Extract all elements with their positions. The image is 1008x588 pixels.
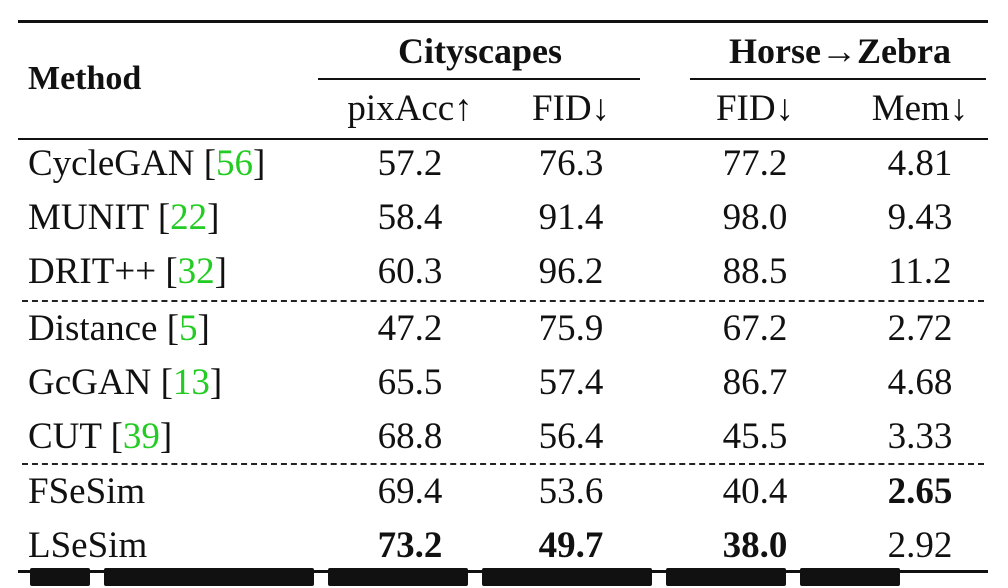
table-cell: 11.2 (888, 251, 952, 292)
table-cell: 40.4 (722, 471, 788, 512)
table-cell: 57.4 (538, 362, 604, 403)
table-cell: 68.8 (377, 416, 443, 457)
table-top-rule (18, 20, 988, 23)
table-cell: 38.0 (722, 525, 788, 566)
method-label: LSeSim (28, 525, 148, 566)
method-label: GcGAN (28, 362, 161, 403)
row-method-name: FSeSim (28, 471, 145, 513)
cite-bracket: ] (159, 416, 173, 457)
row-method-name: GcGAN [13] (28, 362, 222, 404)
cite-bracket: [ (110, 416, 123, 457)
citation-link[interactable]: 22 (170, 197, 208, 238)
row-method-name: CycleGAN [56] (28, 143, 265, 185)
cite-bracket: ] (214, 251, 227, 292)
table-cell: 98.0 (722, 197, 788, 238)
cite-bracket: ] (253, 143, 266, 184)
table-cell: 76.3 (538, 143, 604, 184)
table-cell: 2.65 (887, 471, 953, 512)
table-cell: 47.2 (377, 308, 443, 349)
row-method-name: LSeSim (28, 525, 147, 567)
table-cell: 4.68 (887, 362, 953, 403)
table-cell: 53.6 (538, 471, 604, 512)
column-header-mem: Mem↓ (871, 88, 969, 129)
citation-link[interactable]: 13 (172, 362, 210, 403)
table-cell: 2.92 (887, 525, 953, 566)
table-cell: 91.4 (538, 197, 604, 238)
cityscapes-underline (318, 78, 640, 80)
column-header-fid-horse-zebra: FID↓ (715, 88, 795, 129)
method-label: CycleGAN (28, 143, 204, 184)
table-cell: 9.43 (887, 197, 953, 238)
row-method-name: Distance [5] (28, 308, 210, 350)
group-separator-2 (22, 463, 984, 465)
citation-link[interactable]: 32 (177, 251, 215, 292)
table-cell: 69.4 (377, 471, 443, 512)
table-cell: 75.9 (538, 308, 604, 349)
table-cell: 65.5 (377, 362, 443, 403)
group-separator-1 (22, 300, 984, 302)
cite-bracket: [ (165, 251, 178, 292)
table-cell: 60.3 (377, 251, 443, 292)
table-cell: 4.81 (887, 143, 953, 184)
table-cell: 73.2 (377, 525, 443, 566)
cite-bracket: [ (203, 143, 217, 184)
method-label: Distance (28, 308, 167, 349)
table-cell: 56.4 (538, 416, 604, 457)
cite-bracket: [ (166, 308, 180, 349)
citation-link[interactable]: 5 (179, 308, 198, 349)
column-header-pixacc: pixAcc↑ (347, 88, 473, 129)
table-cell: 77.2 (722, 143, 788, 184)
cite-bracket: ] (207, 197, 220, 238)
table-cell: 3.33 (887, 416, 953, 457)
cite-bracket: ] (209, 362, 223, 403)
cityscapes-group-header: Cityscapes (398, 31, 562, 71)
citation-link[interactable]: 56 (216, 143, 254, 184)
cite-bracket: [ (157, 197, 171, 238)
method-label: FSeSim (28, 471, 146, 512)
method-label: MUNIT (28, 197, 158, 238)
header-bottom-rule (18, 138, 988, 140)
row-method-name: CUT [39] (28, 416, 172, 458)
table-cell: 45.5 (722, 416, 788, 457)
row-method-name: MUNIT [22] (28, 197, 220, 239)
cite-bracket: [ (160, 362, 173, 403)
table-cell: 57.2 (377, 143, 443, 184)
method-label: CUT (28, 416, 111, 457)
horse-zebra-underline (690, 78, 986, 80)
column-header-fid-cityscapes: FID↓ (531, 88, 611, 129)
table-cell: 2.72 (887, 308, 953, 349)
table-cell: 58.4 (377, 197, 443, 238)
method-header: Method (28, 60, 142, 97)
table-cell: 96.2 (538, 251, 604, 292)
table-cell: 88.5 (722, 251, 788, 292)
method-label: DRIT++ (28, 251, 166, 292)
row-method-name: DRIT++ [32] (28, 251, 227, 293)
cite-bracket: ] (197, 308, 210, 349)
table-cell: 49.7 (538, 525, 604, 566)
citation-link[interactable]: 39 (122, 416, 160, 457)
horse-zebra-group-header: Horse→Zebra (729, 31, 951, 71)
table-cell: 86.7 (722, 362, 788, 403)
table-cell: 67.2 (722, 308, 788, 349)
caption-clipped (30, 568, 930, 588)
